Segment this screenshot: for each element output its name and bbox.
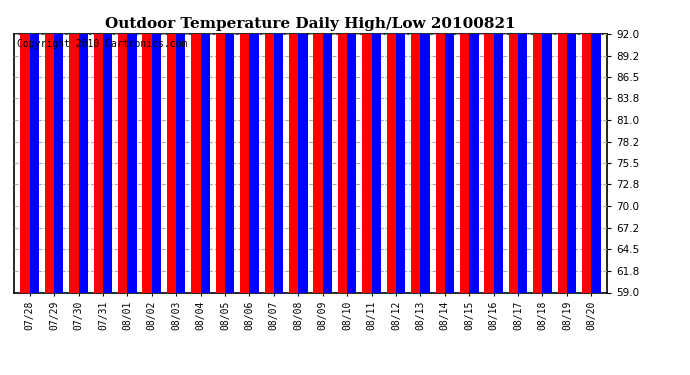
Bar bbox=[21, 0, 30, 292]
Bar bbox=[371, 0, 381, 292]
Bar bbox=[533, 0, 542, 292]
Bar bbox=[30, 0, 39, 292]
Bar bbox=[152, 0, 161, 292]
Bar bbox=[396, 0, 405, 292]
Title: Outdoor Temperature Daily High/Low 20100821: Outdoor Temperature Daily High/Low 20100… bbox=[105, 17, 516, 31]
Bar bbox=[338, 0, 347, 292]
Bar bbox=[386, 0, 396, 292]
Bar bbox=[420, 0, 430, 292]
Bar bbox=[323, 0, 332, 292]
Bar bbox=[445, 0, 454, 292]
Bar bbox=[128, 0, 137, 292]
Bar bbox=[460, 0, 469, 292]
Bar bbox=[362, 0, 371, 292]
Bar bbox=[591, 0, 600, 292]
Bar bbox=[216, 0, 225, 292]
Bar bbox=[582, 0, 591, 292]
Bar bbox=[289, 0, 298, 292]
Bar bbox=[411, 0, 420, 292]
Bar bbox=[45, 0, 54, 292]
Bar bbox=[118, 0, 128, 292]
Bar bbox=[54, 0, 63, 292]
Bar bbox=[94, 0, 103, 292]
Bar bbox=[225, 0, 235, 292]
Bar bbox=[69, 0, 79, 292]
Bar bbox=[167, 0, 176, 292]
Bar bbox=[493, 0, 503, 292]
Bar bbox=[240, 0, 250, 292]
Bar bbox=[79, 0, 88, 292]
Bar bbox=[484, 0, 493, 292]
Bar bbox=[469, 0, 478, 292]
Bar bbox=[298, 0, 308, 292]
Bar bbox=[264, 0, 274, 292]
Bar bbox=[347, 0, 357, 292]
Bar bbox=[250, 0, 259, 292]
Bar bbox=[518, 0, 527, 292]
Bar bbox=[103, 0, 112, 292]
Bar bbox=[143, 0, 152, 292]
Bar bbox=[567, 0, 576, 292]
Bar bbox=[313, 0, 323, 292]
Bar bbox=[509, 0, 518, 292]
Bar bbox=[176, 0, 186, 292]
Bar bbox=[191, 0, 201, 292]
Bar bbox=[274, 0, 283, 292]
Bar bbox=[435, 0, 445, 292]
Bar bbox=[542, 0, 552, 292]
Bar bbox=[558, 0, 567, 292]
Bar bbox=[201, 0, 210, 292]
Text: Copyright 2010 Cartronics.com: Copyright 2010 Cartronics.com bbox=[17, 39, 187, 49]
